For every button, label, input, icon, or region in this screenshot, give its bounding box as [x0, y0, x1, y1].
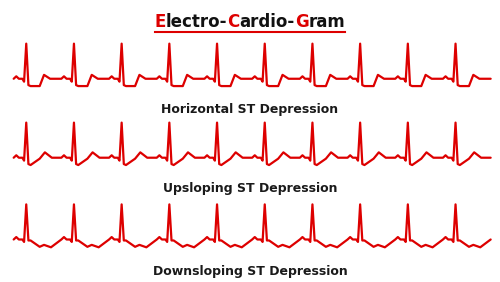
Text: Horizontal ST Depression: Horizontal ST Depression	[162, 103, 338, 116]
Text: G: G	[295, 13, 308, 31]
Text: Upsloping ST Depression: Upsloping ST Depression	[163, 182, 337, 195]
Text: E: E	[154, 13, 166, 31]
Text: lectro-: lectro-	[166, 13, 228, 31]
Text: C: C	[228, 13, 239, 31]
Text: ram: ram	[308, 13, 346, 31]
Text: ardio-: ardio-	[240, 13, 295, 31]
Text: Downsloping ST Depression: Downsloping ST Depression	[152, 265, 348, 277]
